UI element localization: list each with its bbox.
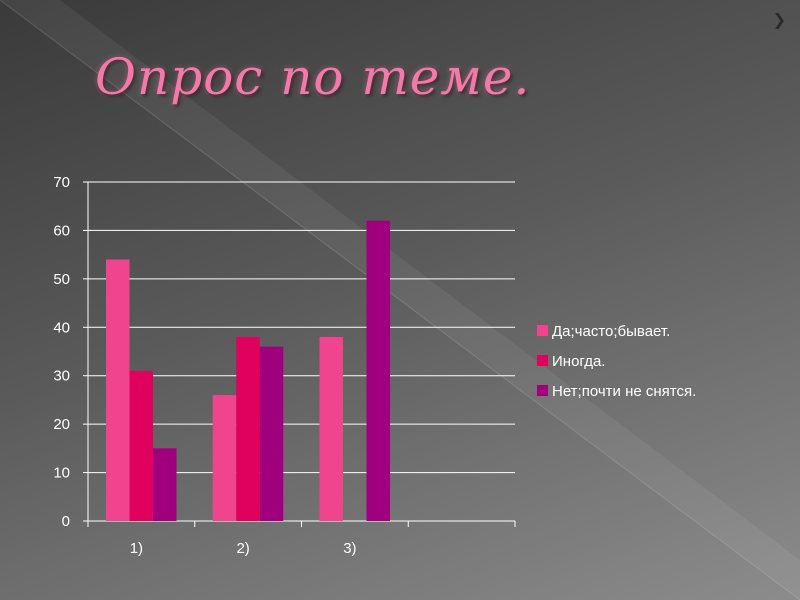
legend-label: Иногда. — [552, 353, 605, 370]
legend-label: Да;часто;бывает. — [552, 323, 670, 340]
y-tick-label: 40 — [53, 319, 70, 336]
bar-series-2-1 — [129, 370, 153, 521]
y-tick-label: 20 — [53, 416, 70, 433]
chevron-right-icon: ❯ — [772, 10, 786, 29]
y-tick-label: 70 — [53, 174, 70, 191]
legend-label: Нет;почти не снятся. — [552, 383, 696, 400]
y-tick-label: 50 — [53, 271, 70, 288]
x-category-label: 1) — [130, 540, 143, 557]
y-tick-label: 30 — [53, 368, 70, 385]
y-tick-label: 10 — [53, 465, 70, 482]
bar-series-2-2 — [236, 336, 260, 521]
bar-series-3-1 — [153, 448, 177, 521]
legend-swatch — [537, 355, 548, 366]
legend-swatch — [537, 385, 548, 396]
x-category-label: 2) — [236, 540, 249, 557]
x-category-label: 3) — [343, 540, 356, 557]
y-tick-label: 0 — [62, 513, 70, 530]
bar-series-3-2 — [259, 346, 284, 521]
bar-series-3-3 — [366, 220, 390, 521]
legend-swatch — [537, 325, 548, 336]
bar-series-1-1 — [106, 259, 130, 521]
bar-series-1-2 — [212, 395, 237, 521]
bar-series-1-3 — [319, 336, 343, 521]
y-tick-label: 60 — [53, 222, 70, 239]
slide-title: Опрос по теме. — [95, 48, 531, 106]
